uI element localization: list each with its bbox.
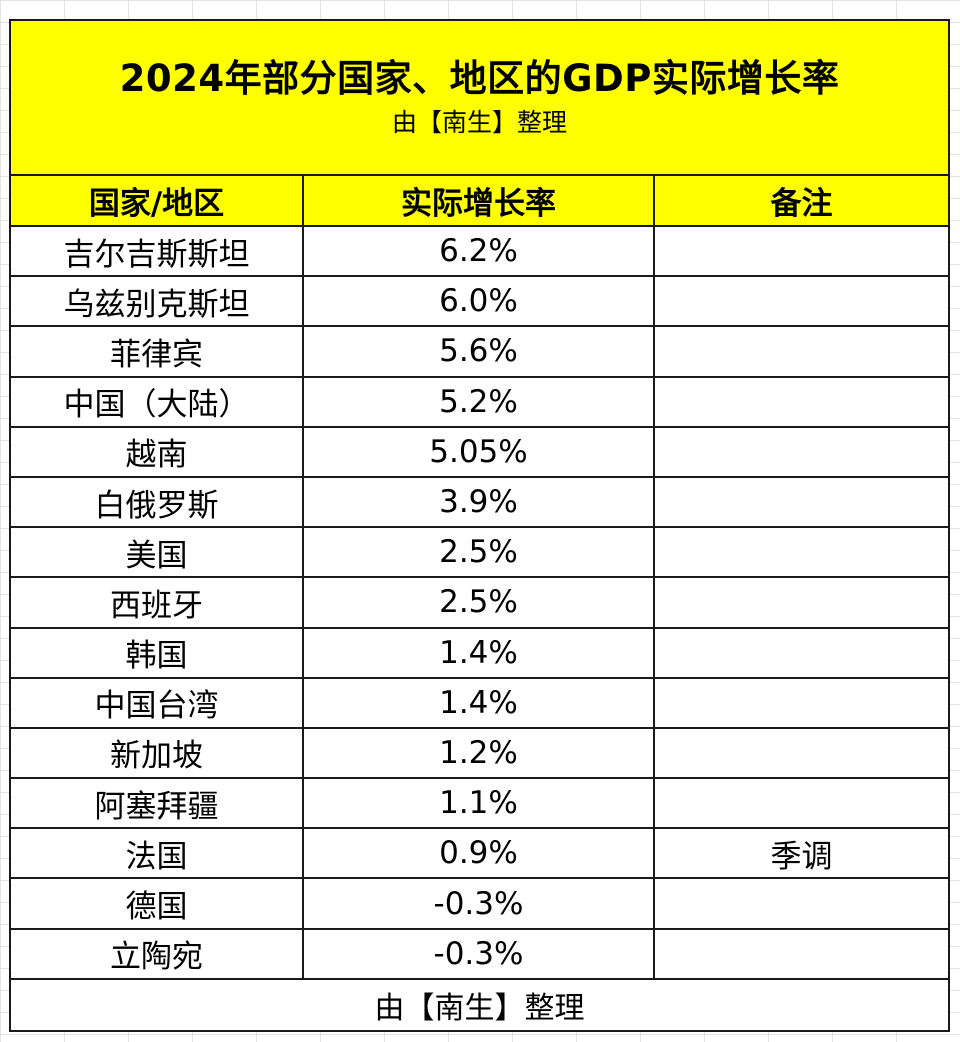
note-cell[interactable] xyxy=(655,478,948,526)
country-cell[interactable]: 阿塞拜疆 xyxy=(11,779,304,828)
table-row: 中国台湾 1.4% xyxy=(11,678,948,729)
note-cell[interactable] xyxy=(655,729,948,777)
country-cell[interactable]: 乌兹别克斯坦 xyxy=(11,277,304,326)
table-title: 2024年部分国家、地区的GDP实际增长率 xyxy=(119,57,840,100)
table-row: 菲律宾 5.6% xyxy=(11,327,948,378)
table-row: 法国 0.9% 季调 xyxy=(11,829,948,880)
growth-cell[interactable]: 2.5% xyxy=(304,578,655,627)
note-cell[interactable] xyxy=(655,227,948,275)
country-cell[interactable]: 美国 xyxy=(11,528,304,577)
note-cell[interactable] xyxy=(655,428,948,476)
country-cell[interactable]: 立陶宛 xyxy=(11,929,304,978)
growth-cell[interactable]: 6.2% xyxy=(304,227,655,276)
growth-cell[interactable]: 1.2% xyxy=(304,728,655,778)
header-growth[interactable]: 实际增长率 xyxy=(304,176,655,225)
growth-cell[interactable]: 5.6% xyxy=(304,327,655,376)
country-cell[interactable]: 法国 xyxy=(11,829,304,878)
table-body: 吉尔吉斯斯坦 6.2% 乌兹别克斯坦 6.0% 菲律宾 5.6% 中国（大陆） … xyxy=(11,227,948,980)
table-row: 越南 5.05% xyxy=(11,427,948,478)
table-row: 新加坡 1.2% xyxy=(11,728,948,780)
country-cell[interactable]: 菲律宾 xyxy=(11,327,304,376)
header-note[interactable]: 备注 xyxy=(770,186,833,222)
header-country[interactable]: 国家/地区 xyxy=(11,176,304,225)
table-row: 德国 -0.3% xyxy=(11,879,948,930)
table-row: 白俄罗斯 3.9% xyxy=(11,477,948,529)
note-cell[interactable] xyxy=(655,528,948,576)
growth-cell[interactable]: 5.2% xyxy=(304,377,655,426)
growth-cell[interactable]: 1.1% xyxy=(304,779,655,828)
growth-cell[interactable]: 3.9% xyxy=(304,477,655,527)
table-row: 阿塞拜疆 1.1% xyxy=(11,779,948,830)
header-row: 国家/地区 实际增长率 备注 xyxy=(11,176,948,227)
country-cell[interactable]: 吉尔吉斯斯坦 xyxy=(11,227,304,276)
growth-cell[interactable]: 5.05% xyxy=(304,427,655,476)
country-cell[interactable]: 韩国 xyxy=(11,628,304,677)
table-row: 吉尔吉斯斯坦 6.2% xyxy=(11,227,948,278)
country-cell[interactable]: 西班牙 xyxy=(11,578,304,627)
country-cell[interactable]: 新加坡 xyxy=(11,728,304,778)
country-cell[interactable]: 德国 xyxy=(11,879,304,928)
note-cell[interactable] xyxy=(655,378,948,426)
country-cell[interactable]: 中国（大陆） xyxy=(11,377,304,426)
note-cell[interactable] xyxy=(655,879,948,927)
title-block: 2024年部分国家、地区的GDP实际增长率 由【南生】整理 xyxy=(11,21,948,176)
note-cell[interactable] xyxy=(655,779,948,827)
note-cell[interactable] xyxy=(655,679,948,727)
note-cell[interactable]: 季调 xyxy=(770,838,833,875)
table-row: 乌兹别克斯坦 6.0% xyxy=(11,277,948,328)
growth-cell[interactable]: -0.3% xyxy=(304,929,655,978)
table-subtitle: 由【南生】整理 xyxy=(391,108,567,137)
note-cell[interactable] xyxy=(655,327,948,375)
growth-cell[interactable]: 1.4% xyxy=(304,628,655,677)
note-cell[interactable] xyxy=(655,629,948,677)
growth-cell[interactable]: 2.5% xyxy=(304,528,655,577)
gdp-growth-table: 2024年部分国家、地区的GDP实际增长率 由【南生】整理 国家/地区 实际增长… xyxy=(9,19,950,1032)
country-cell[interactable]: 中国台湾 xyxy=(11,678,304,727)
growth-cell[interactable]: 6.0% xyxy=(304,277,655,326)
table-row: 美国 2.5% xyxy=(11,528,948,579)
table-row: 西班牙 2.5% xyxy=(11,578,948,629)
growth-cell[interactable]: 0.9% xyxy=(304,829,655,878)
note-cell[interactable] xyxy=(655,578,948,626)
note-cell[interactable] xyxy=(655,930,948,978)
footer-credit: 由【南生】整理 xyxy=(374,990,585,1026)
country-cell[interactable]: 越南 xyxy=(11,427,304,476)
table-row: 韩国 1.4% xyxy=(11,628,948,679)
growth-cell[interactable]: -0.3% xyxy=(304,879,655,928)
growth-cell[interactable]: 1.4% xyxy=(304,678,655,727)
note-cell[interactable] xyxy=(655,277,948,325)
table-row: 中国（大陆） 5.2% xyxy=(11,377,948,428)
country-cell[interactable]: 白俄罗斯 xyxy=(11,477,304,527)
table-row: 立陶宛 -0.3% xyxy=(11,929,948,980)
